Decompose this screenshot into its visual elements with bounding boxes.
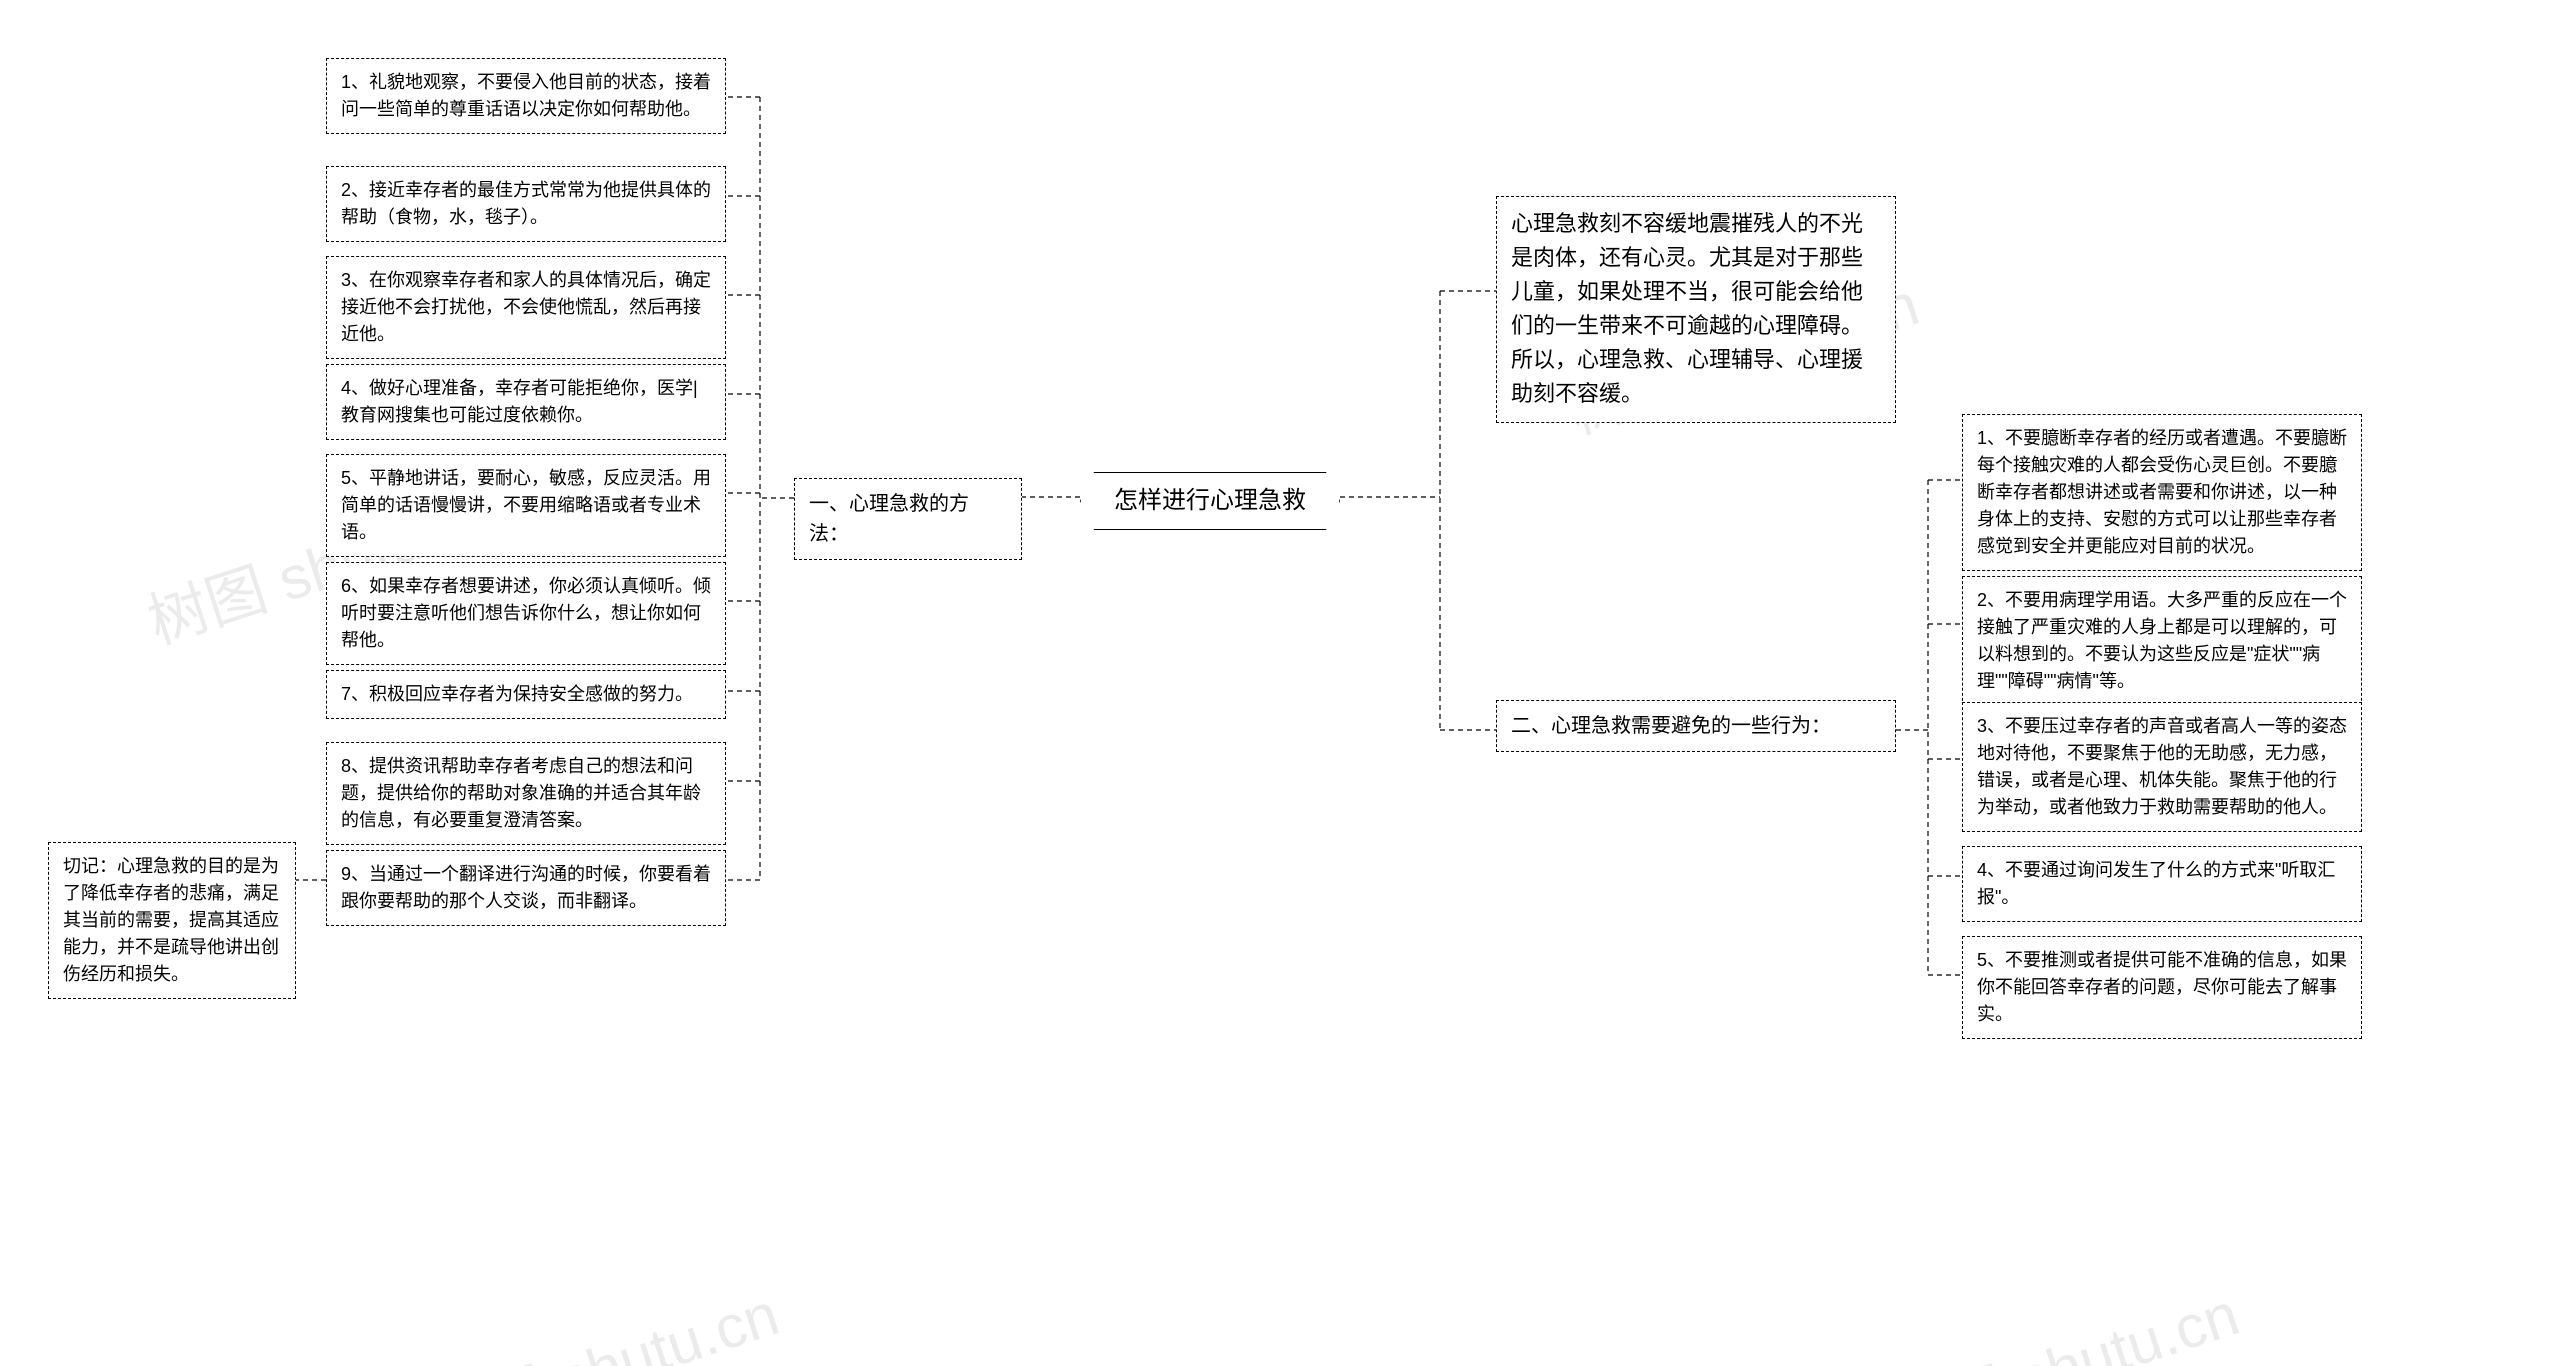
leaf-l3: 3、在你观察幸存者和家人的具体情况后，确定接近他不会打扰他，不会使他慌乱，然后再… [326,256,726,359]
leaf-l4: 4、做好心理准备，幸存者可能拒绝你，医学|教育网搜集也可能过度依赖你。 [326,364,726,440]
leaf-r4: 4、不要通过询问发生了什么的方式来"听取汇报"。 [1962,846,2362,922]
watermark: 树图 shutu.cn [1875,1266,2248,1366]
leaf-r3: 3、不要压过幸存者的声音或者高人一等的姿态地对待他，不要聚焦于他的无助感，无力感… [1962,702,2362,832]
leaf-l5: 5、平静地讲话，要耐心，敏感，反应灵活。用简单的话语慢慢讲，不要用缩略语或者专业… [326,454,726,557]
watermark: 树图 shutu.cn [415,1266,788,1366]
branch-methods: 一、心理急救的方法： [794,478,1022,560]
leaf-r1: 1、不要臆断幸存者的经历或者遭遇。不要臆断每个接触灾难的人都会受伤心灵巨创。不要… [1962,414,2362,571]
branch-avoid: 二、心理急救需要避免的一些行为： [1496,700,1896,752]
leaf-l2: 2、接近幸存者的最佳方式常常为他提供具体的帮助（食物，水，毯子）。 [326,166,726,242]
leaf-l9: 9、当通过一个翻译进行沟通的时候，你要看着跟你要帮助的那个人交谈，而非翻译。 [326,850,726,926]
leaf-r2: 2、不要用病理学用语。大多严重的反应在一个接触了严重灾难的人身上都是可以理解的，… [1962,576,2362,706]
leaf-l6: 6、如果幸存者想要讲述，你必须认真倾听。倾听时要注意听他们想告诉你什么，想让你如… [326,562,726,665]
leaf-l7: 7、积极回应幸存者为保持安全感做的努力。 [326,670,726,719]
mindmap-root: 怎样进行心理急救 [1080,472,1340,530]
leaf-l1: 1、礼貌地观察，不要侵入他目前的状态，接着问一些简单的尊重话语以决定你如何帮助他… [326,58,726,134]
leaf-l8: 8、提供资讯帮助幸存者考虑自己的想法和问题，提供给你的帮助对象准确的并适合其年龄… [326,742,726,845]
leaf-r5: 5、不要推测或者提供可能不准确的信息，如果你不能回答幸存者的问题，尽你可能去了解… [1962,936,2362,1039]
intro-paragraph: 心理急救刻不容缓地震摧残人的不光是肉体，还有心灵。尤其是对于那些儿童，如果处理不… [1496,196,1896,423]
leaf-l9a: 切记：心理急救的目的是为了降低幸存者的悲痛，满足其当前的需要，提高其适应能力，并… [48,842,296,999]
